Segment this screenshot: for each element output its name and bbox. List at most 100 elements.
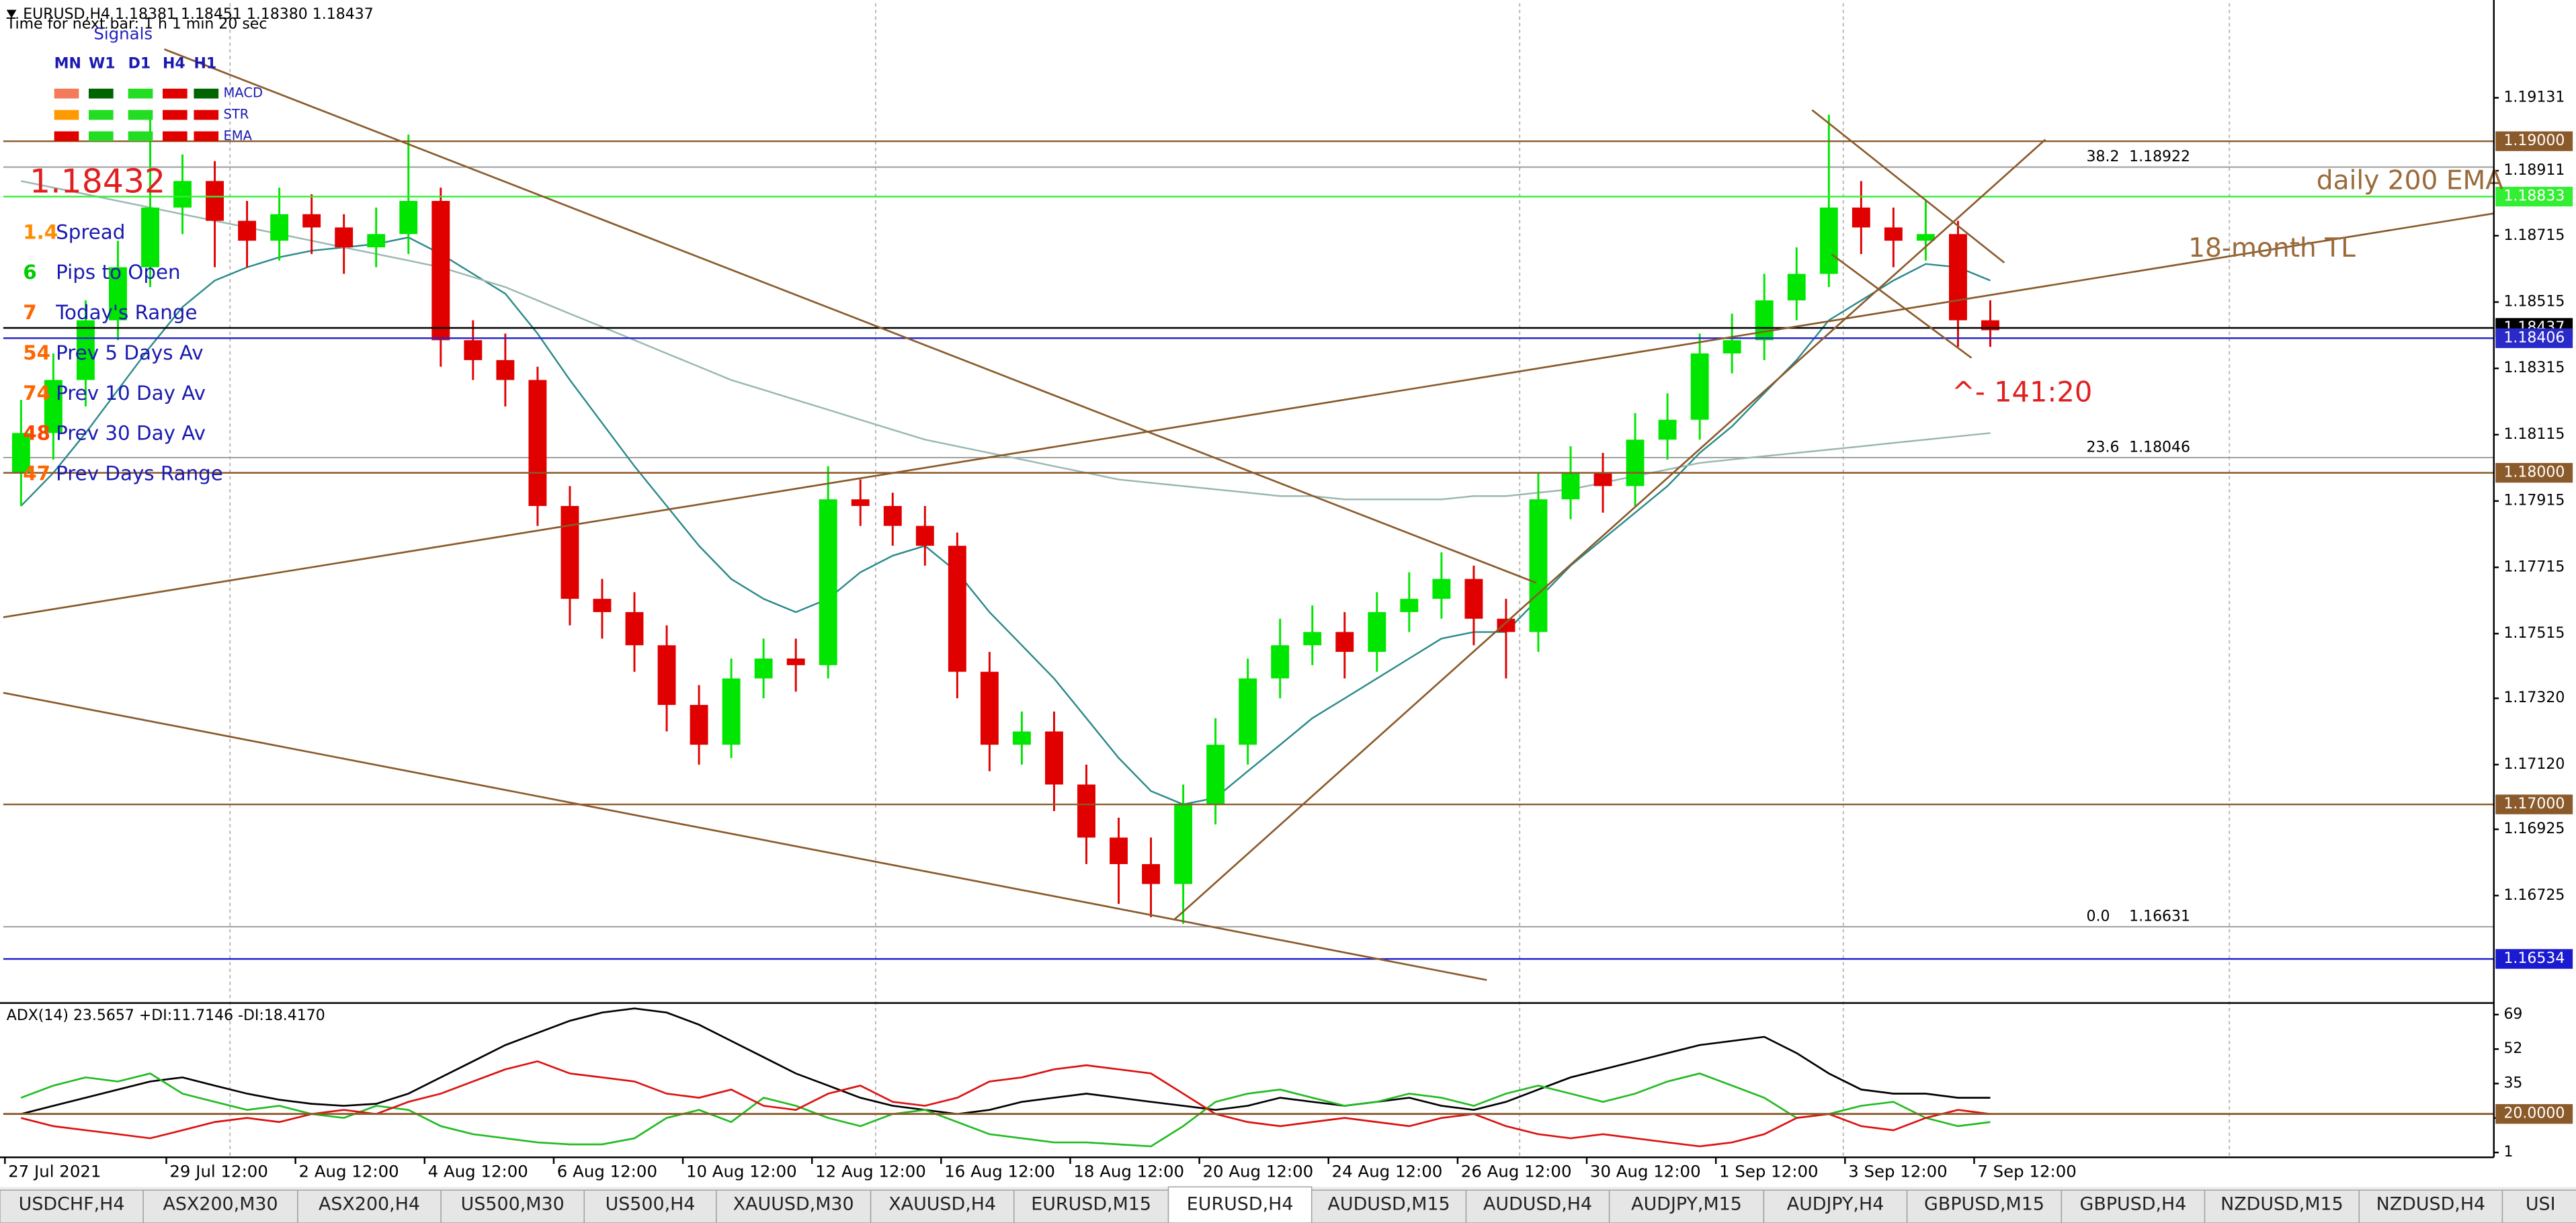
y-tick-label: 52 <box>2503 1040 2522 1057</box>
fib-price: 1.16631 <box>2129 909 2190 925</box>
tab-label[interactable]: US500,M30 <box>461 1194 565 1215</box>
signal-name: MACD <box>223 85 263 101</box>
tab[interactable] <box>583 1189 717 1223</box>
tab-label[interactable]: USI <box>2526 1194 2556 1215</box>
indicator-line <box>20 1072 1991 1148</box>
tab[interactable] <box>1013 1189 1169 1223</box>
candle-body <box>1497 618 1515 632</box>
candle-body <box>496 360 515 380</box>
candle-body <box>173 181 192 208</box>
candle-body <box>1626 439 1645 487</box>
tab-label[interactable]: ASX200,H4 <box>319 1194 420 1215</box>
signals-title: Signals <box>93 24 153 43</box>
tab-label[interactable]: AUDUSD,M15 <box>1328 1194 1450 1215</box>
info-label: Spread <box>56 220 125 243</box>
y-tick-label: 1.17915 <box>2503 493 2565 509</box>
fib-price: 1.18046 <box>2129 439 2190 456</box>
tab-label[interactable]: NZDUSD,H4 <box>2376 1194 2486 1215</box>
tab-label[interactable]: AUDUSD,H4 <box>1483 1194 1592 1215</box>
price-chart: 1.19131 1.18911 1.18715 1.18515 1.18315 1.181… <box>3 89 2573 1181</box>
candle-body <box>1012 731 1031 745</box>
tab-label[interactable]: NZDUSD,M15 <box>2220 1194 2343 1215</box>
x-tick-label: 16 Aug 12:00 <box>944 1161 1055 1181</box>
signal-box <box>163 88 188 99</box>
y-tick-label: 1.17715 <box>2503 558 2565 575</box>
level-label: 1.16534 <box>2503 950 2565 967</box>
fib-level: 23.6 <box>2087 439 2120 456</box>
tab-label[interactable]: USDCHF,H4 <box>19 1194 125 1215</box>
info-label: Prev Days Range <box>56 462 223 485</box>
candle-body <box>1271 645 1290 679</box>
candle-body <box>206 181 224 221</box>
signal-box <box>128 110 153 120</box>
trend-line <box>1831 253 1972 359</box>
x-tick-label: 20 Aug 12:00 <box>1203 1161 1314 1181</box>
info-value: 1.4 <box>23 220 58 243</box>
trend-line <box>1811 109 2005 263</box>
y-tick-label: 1.17320 <box>2503 689 2565 706</box>
info-value: 54 <box>23 341 50 364</box>
info-value: 47 <box>23 462 50 485</box>
tab[interactable] <box>2501 1189 2576 1223</box>
tab[interactable] <box>1465 1189 1610 1223</box>
fib-level: 0.0 <box>2087 909 2110 925</box>
y-tick-label: 1 <box>2503 1144 2513 1161</box>
tab[interactable] <box>297 1189 442 1223</box>
candle-body <box>270 214 289 241</box>
tab-label[interactable]: AUDJPY,H4 <box>1787 1194 1884 1215</box>
info-label: Today's Range <box>55 301 197 324</box>
candle-body <box>657 645 676 706</box>
tab[interactable] <box>2061 1189 2206 1223</box>
tab[interactable] <box>1906 1189 2063 1223</box>
candle-body <box>1077 784 1095 838</box>
chart-header: EURUSD,H4 1.18381 1.18451 1.18380 1.1843… <box>23 6 374 23</box>
candle-body <box>464 340 483 360</box>
candle-body <box>1722 340 1741 353</box>
tab-label[interactable]: EURUSD,M15 <box>1031 1194 1151 1215</box>
trend-line <box>1173 138 2046 921</box>
tab-label[interactable]: XAUUSD,M30 <box>733 1194 854 1215</box>
tab[interactable] <box>1763 1189 1908 1223</box>
tab-label[interactable]: GBPUSD,H4 <box>2080 1194 2187 1215</box>
level-box <box>2495 949 2573 969</box>
x-tick-label: 7 Sep 12:00 <box>1977 1161 2077 1181</box>
moving-average <box>21 180 1991 501</box>
signal-box <box>54 131 79 142</box>
level-box <box>2495 794 2573 814</box>
signal-name: STR <box>223 107 249 122</box>
candle-body <box>1368 612 1386 652</box>
tab[interactable] <box>1167 1186 1313 1223</box>
candle-body <box>238 220 257 241</box>
tab[interactable] <box>2358 1189 2503 1223</box>
level-box <box>2495 328 2573 348</box>
tab-label[interactable]: EURUSD,H4 <box>1187 1194 1294 1215</box>
tab[interactable] <box>870 1189 1015 1223</box>
candle-body <box>1174 804 1193 884</box>
signal-name: EMA <box>223 128 252 143</box>
candle-body <box>690 705 708 745</box>
candle-body <box>141 207 159 267</box>
tab-label[interactable]: AUDJPY,M15 <box>1631 1194 1742 1215</box>
x-tick-label: 4 Aug 12:00 <box>428 1161 528 1181</box>
tab-label[interactable]: GBPUSD,M15 <box>1924 1194 2044 1215</box>
tab[interactable] <box>440 1189 585 1223</box>
tab[interactable] <box>716 1189 872 1223</box>
candle-body <box>1690 353 1709 420</box>
tab-label[interactable]: ASX200,M30 <box>163 1194 278 1215</box>
trend-line <box>3 691 1487 981</box>
x-tick-label: 26 Aug 12:00 <box>1461 1161 1572 1181</box>
candle-body <box>1142 863 1161 884</box>
tab-label[interactable]: US500,H4 <box>606 1194 696 1215</box>
y-tick-label: 1.16925 <box>2503 820 2565 837</box>
tab-label[interactable]: XAUUSD,H4 <box>888 1194 996 1215</box>
signal-column: MN <box>54 55 81 72</box>
candle-body <box>883 505 902 526</box>
x-tick-label: 18 Aug 12:00 <box>1073 1161 1184 1181</box>
candle-body <box>1884 227 1903 241</box>
tab[interactable] <box>1608 1189 1765 1223</box>
annotations: daily 200 EMA 18-month TL ^- 141:20 <box>1952 166 2503 409</box>
info-label: Prev 5 Days Av <box>56 341 203 364</box>
candle-body <box>76 320 95 380</box>
